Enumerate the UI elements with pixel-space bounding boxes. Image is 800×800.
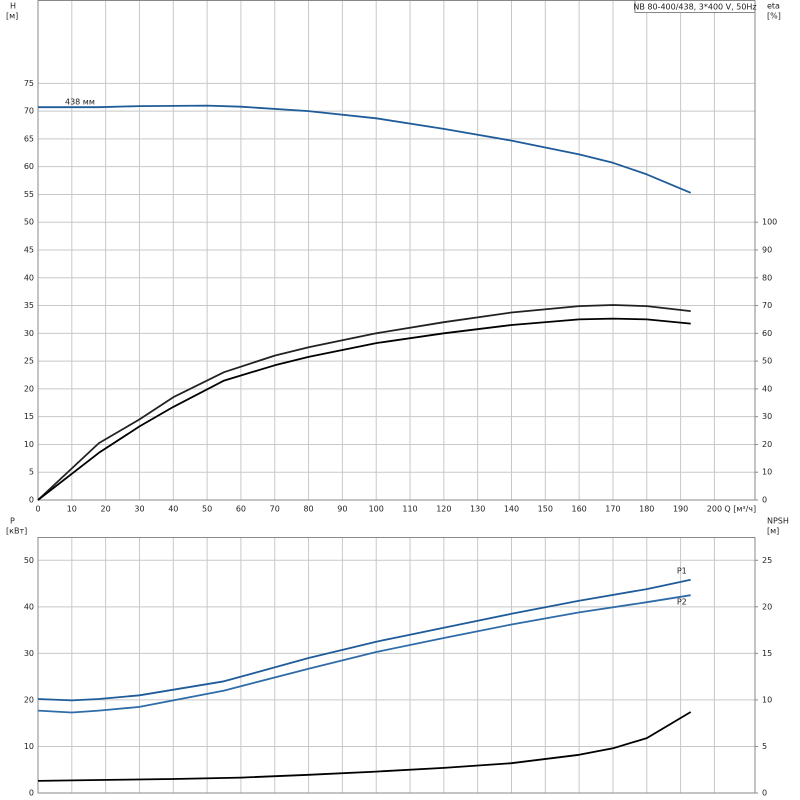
y2-tick-label: 15 [762, 649, 772, 658]
y-tick-label: 0 [29, 496, 34, 505]
x-tick-label: 130 [470, 505, 485, 514]
x-tick-label: 160 [571, 505, 586, 514]
y2-tick-label: 10 [762, 468, 772, 477]
y-axis-unit: [м] [6, 12, 18, 21]
y-tick-label: 20 [24, 695, 34, 704]
y-axis-label: P [10, 517, 15, 526]
y2-tick-label: 40 [762, 384, 772, 393]
x-tick-label: 170 [605, 505, 620, 514]
y-tick-label: 10 [24, 440, 34, 449]
chart-title: NB 80-400/438, 3*400 V, 50Hz [633, 3, 756, 12]
x-tick-label: 90 [337, 505, 347, 514]
x-tick-label: 60 [236, 505, 246, 514]
series-line [37, 711, 692, 782]
y-tick-label: 65 [24, 134, 34, 143]
y-tick-label: 55 [24, 190, 34, 199]
series-line [37, 594, 691, 714]
series-line [37, 304, 691, 501]
y-tick-label: 15 [24, 412, 34, 421]
y2-tick-label: 90 [762, 246, 772, 255]
y-axis-label: H [10, 2, 16, 11]
y-tick-label: 45 [24, 246, 34, 255]
y2-tick-label: 100 [762, 218, 777, 227]
y2-tick-label: 20 [762, 602, 772, 611]
x-tick-label: 140 [504, 505, 519, 514]
y-tick-label: 40 [24, 602, 34, 611]
y2-tick-label: 50 [762, 357, 772, 366]
y2-tick-label: 70 [762, 301, 772, 310]
y-tick-label: 20 [24, 384, 34, 393]
series-line [38, 104, 692, 194]
y2-tick-label: 20 [762, 440, 772, 449]
plot-frame [37, 537, 756, 794]
x-tick-label: 200 [707, 505, 722, 514]
y2-tick-label: 10 [762, 695, 772, 704]
series-line [37, 578, 691, 702]
y-tick-label: 35 [24, 301, 34, 310]
x-tick-label: 30 [134, 505, 144, 514]
series-label: P1 [677, 566, 687, 575]
x-tick-label: 110 [402, 505, 417, 514]
y2-axis-label: eta [767, 2, 780, 11]
y2-axis-unit: [м] [767, 527, 779, 536]
x-tick-label: 40 [168, 505, 178, 514]
x-axis-label: Q [м³/ч] [724, 505, 756, 514]
y-tick-label: 75 [24, 79, 34, 88]
y2-tick-label: 60 [762, 329, 772, 338]
x-tick-label: 190 [673, 505, 688, 514]
x-tick-label: 80 [303, 505, 313, 514]
title-box [634, 0, 756, 13]
y-tick-label: 30 [24, 649, 34, 658]
y-tick-label: 40 [24, 273, 34, 282]
y-tick-label: 10 [24, 742, 34, 751]
x-tick-label: 70 [270, 505, 280, 514]
series-line [37, 317, 691, 501]
plot-frame [37, 0, 756, 501]
y2-tick-label: 25 [762, 556, 772, 565]
y-tick-label: 70 [24, 107, 34, 116]
y-axis-unit: [кВт] [6, 527, 27, 536]
y2-tick-label: 30 [762, 412, 772, 421]
y-tick-label: 50 [24, 218, 34, 227]
y2-tick-label: 0 [762, 789, 767, 798]
x-tick-label: 0 [35, 505, 40, 514]
x-tick-label: 120 [436, 505, 451, 514]
series-label: 438 мм [65, 98, 95, 107]
y-tick-label: 30 [24, 329, 34, 338]
y-tick-label: 60 [24, 162, 34, 171]
y-tick-label: 5 [29, 468, 34, 477]
y2-tick-label: 80 [762, 273, 772, 282]
y2-tick-label: 0 [762, 496, 767, 505]
series-label: P2 [677, 598, 687, 607]
x-tick-label: 180 [639, 505, 654, 514]
y-tick-label: 25 [24, 357, 34, 366]
x-tick-label: 10 [67, 505, 77, 514]
y-tick-label: 50 [24, 556, 34, 565]
y2-axis-unit: [%] [767, 12, 781, 21]
x-tick-label: 150 [538, 505, 553, 514]
y2-axis-label: NPSH [767, 517, 789, 526]
y-tick-label: 0 [29, 789, 34, 798]
x-tick-label: 20 [101, 505, 111, 514]
x-tick-label: 100 [369, 505, 384, 514]
x-tick-label: 50 [202, 505, 212, 514]
y2-tick-label: 5 [762, 742, 767, 751]
